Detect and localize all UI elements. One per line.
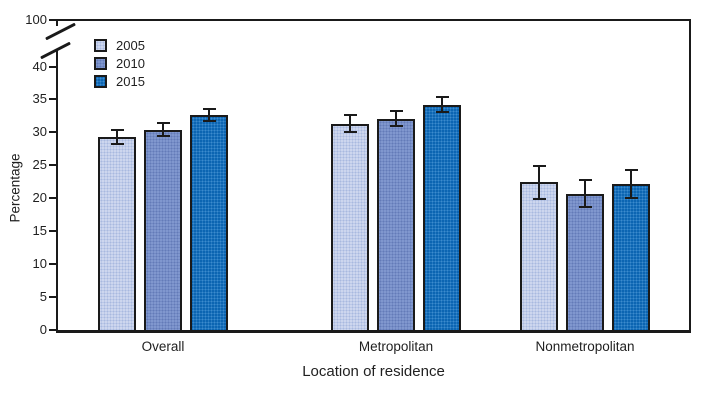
error-bar-cap — [389, 110, 403, 113]
bar-nonmetropolitan-2005 — [520, 182, 558, 330]
legend-swatch-2010 — [94, 57, 107, 70]
y-tick-label: 25 — [32, 157, 47, 173]
error-bar-cap — [156, 122, 170, 125]
error-bar-cap — [156, 135, 170, 138]
bar-overall-2005 — [98, 136, 136, 330]
x-category-label: Nonmetropolitan — [535, 339, 635, 354]
legend-swatch-2005 — [94, 39, 107, 52]
legend-item: 2015 — [94, 75, 145, 88]
error-bar-cap — [435, 110, 449, 113]
y-tick-label: 5 — [39, 289, 47, 305]
error-bar-cap — [110, 128, 124, 131]
error-bar-cap — [110, 143, 124, 146]
legend-label: 2005 — [116, 38, 145, 53]
y-tick-label: 20 — [32, 190, 47, 206]
error-bar — [162, 123, 164, 137]
bar-metropolitan-2005 — [331, 123, 369, 330]
error-bar-cap — [435, 96, 449, 99]
bar-nonmetropolitan-2015 — [612, 183, 650, 330]
y-tick-mark — [49, 164, 56, 167]
error-bar-cap — [624, 196, 638, 199]
axis-break-gap — [54, 26, 61, 49]
y-tick-mark — [49, 230, 56, 233]
legend-item: 2005 — [94, 39, 145, 52]
error-bar — [208, 109, 210, 122]
y-tick-label: 30 — [32, 124, 47, 140]
error-bar-cap — [202, 108, 216, 111]
error-bar — [441, 97, 443, 112]
error-bar-cap — [389, 124, 403, 127]
error-bar-cap — [343, 114, 357, 117]
y-axis-title: Percentage — [7, 153, 23, 223]
error-bar — [116, 129, 118, 145]
y-tick-mark — [49, 98, 56, 101]
x-category-label: Metropolitan — [358, 339, 434, 354]
y-tick-label: 10 — [32, 256, 47, 272]
x-category-label: Overall — [141, 339, 185, 354]
error-bar — [538, 165, 540, 199]
error-bar-cap — [578, 206, 592, 209]
error-bar-cap — [343, 131, 357, 134]
error-bar — [395, 111, 397, 126]
y-tick-label: 15 — [32, 223, 47, 239]
y-tick-label: 35 — [32, 91, 47, 107]
legend-swatch-2015 — [94, 75, 107, 88]
bar-overall-2015 — [190, 115, 228, 330]
legend-item: 2010 — [94, 57, 145, 70]
y-tick-label: 100 — [25, 12, 47, 27]
bar-metropolitan-2010 — [377, 118, 415, 330]
y-tick-mark — [49, 263, 56, 266]
bar-overall-2010 — [144, 129, 182, 330]
error-bar — [349, 115, 351, 133]
x-axis-title: Location of residence — [302, 363, 445, 380]
legend-label: 2015 — [116, 74, 145, 89]
legend-label: 2010 — [116, 56, 145, 71]
y-tick-mark — [49, 65, 56, 68]
y-tick-label: 40 — [32, 58, 47, 74]
error-bar-cap — [532, 164, 546, 167]
bar-metropolitan-2015 — [423, 104, 461, 330]
y-tick-label: 0 — [39, 322, 47, 337]
y-tick-mark — [49, 296, 56, 299]
bar-nonmetropolitan-2010 — [566, 193, 604, 330]
error-bar-cap — [532, 197, 546, 200]
y-tick-mark — [49, 329, 56, 331]
legend: 2005 2010 2015 — [94, 39, 145, 93]
error-bar-cap — [624, 168, 638, 171]
y-tick-mark — [49, 19, 56, 21]
y-tick-mark — [49, 197, 56, 200]
error-bar — [584, 179, 586, 208]
error-bar-cap — [578, 178, 592, 181]
error-bar — [630, 169, 632, 198]
y-tick-mark — [49, 131, 56, 134]
error-bar-cap — [202, 120, 216, 123]
